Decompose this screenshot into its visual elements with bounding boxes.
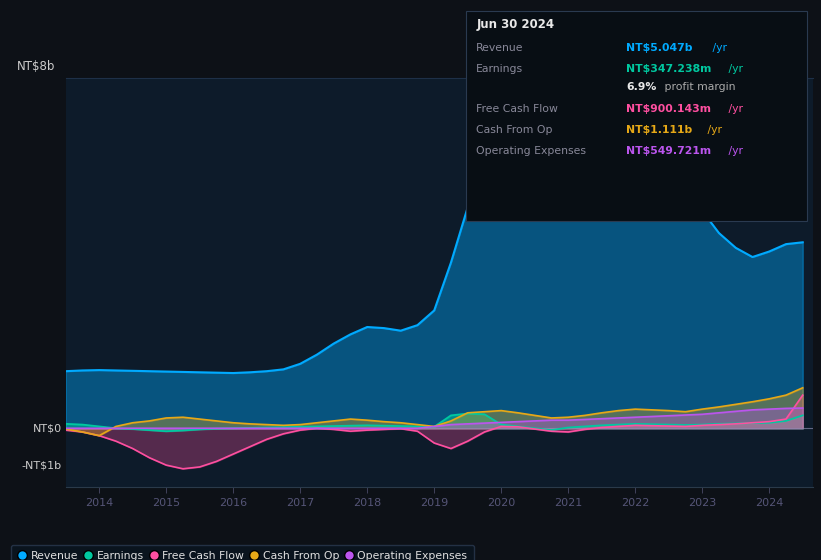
Text: Cash From Op: Cash From Op [476,125,553,135]
Text: Free Cash Flow: Free Cash Flow [476,104,558,114]
Text: NT$347.238m: NT$347.238m [626,64,712,74]
Text: /yr: /yr [725,104,743,114]
Text: /yr: /yr [725,146,743,156]
Text: NT$900.143m: NT$900.143m [626,104,712,114]
Text: NT$5.047b: NT$5.047b [626,43,693,53]
Text: /yr: /yr [725,64,743,74]
Text: profit margin: profit margin [661,82,736,92]
Legend: Revenue, Earnings, Free Cash Flow, Cash From Op, Operating Expenses: Revenue, Earnings, Free Cash Flow, Cash … [11,545,474,560]
Text: Revenue: Revenue [476,43,524,53]
Text: Jun 30 2024: Jun 30 2024 [476,18,554,31]
Text: NT$8b: NT$8b [16,60,55,73]
Text: NT$1.111b: NT$1.111b [626,125,693,135]
Text: /yr: /yr [704,125,722,135]
Text: 6.9%: 6.9% [626,82,657,92]
Text: /yr: /yr [709,43,727,53]
Text: Operating Expenses: Operating Expenses [476,146,586,156]
Text: -NT$1b: -NT$1b [22,460,62,470]
Text: NT$0: NT$0 [33,423,62,433]
Text: NT$549.721m: NT$549.721m [626,146,712,156]
Text: Earnings: Earnings [476,64,523,74]
